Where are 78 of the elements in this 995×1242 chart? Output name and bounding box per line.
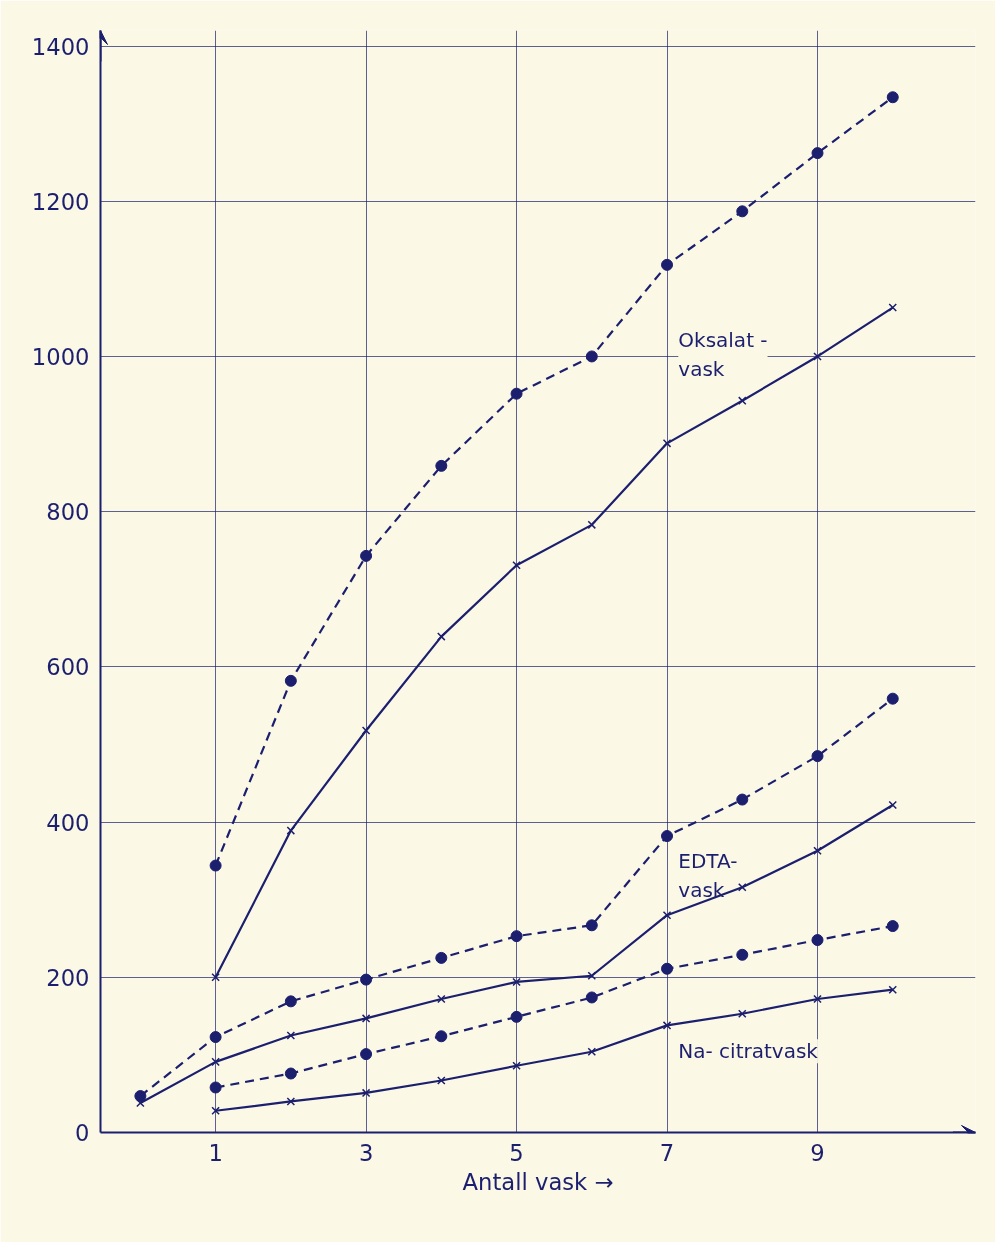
point — [661, 258, 674, 271]
point — [435, 459, 448, 472]
point — [813, 994, 822, 1004]
point — [736, 205, 749, 218]
point — [888, 985, 898, 994]
point — [662, 1021, 672, 1030]
point — [211, 1106, 220, 1116]
y-tick-label: 600 — [46, 654, 90, 681]
point — [813, 352, 822, 361]
point — [209, 1031, 222, 1044]
point — [360, 1048, 373, 1061]
point — [284, 1067, 297, 1080]
point — [587, 1047, 597, 1057]
point — [512, 977, 521, 987]
y-tick-label: 200 — [46, 964, 90, 991]
point — [510, 1010, 523, 1023]
point — [661, 962, 674, 975]
point — [360, 549, 373, 562]
point — [736, 793, 749, 806]
point — [361, 1014, 371, 1023]
point — [587, 520, 597, 530]
point — [435, 951, 448, 964]
point — [134, 1090, 147, 1103]
y-tick-label: 1200 — [31, 188, 90, 215]
point — [888, 303, 898, 312]
point — [361, 1088, 371, 1098]
x-tick-label: 5 — [509, 1139, 524, 1166]
point — [284, 995, 297, 1008]
point — [886, 692, 899, 705]
point — [361, 726, 371, 735]
point — [585, 350, 598, 363]
point — [510, 387, 523, 400]
annotation: Na- citratvask — [678, 1039, 819, 1064]
point — [737, 1009, 747, 1019]
point — [662, 439, 672, 448]
point — [886, 91, 899, 104]
x-tick-label: 3 — [358, 1139, 374, 1166]
point — [661, 830, 674, 843]
point — [512, 1061, 521, 1071]
annotation: Oksalat - vask — [678, 327, 768, 381]
point — [437, 632, 446, 641]
point — [811, 934, 824, 947]
x-axis-title: Antall vask → — [462, 1168, 614, 1195]
point — [587, 971, 597, 981]
x-tick-label: 1 — [208, 1139, 223, 1166]
point — [512, 560, 521, 570]
point — [435, 1030, 448, 1043]
point — [209, 1081, 222, 1094]
x-tick-label: 7 — [659, 1139, 675, 1166]
y-tick-label: 1000 — [31, 343, 90, 370]
point — [284, 674, 297, 687]
point — [286, 1097, 296, 1106]
point — [211, 973, 220, 982]
point — [811, 750, 824, 763]
point — [662, 910, 672, 920]
point — [286, 826, 296, 835]
x-tick-label: 9 — [810, 1139, 825, 1166]
y-tick-label: 1400 — [31, 33, 90, 60]
point — [360, 973, 373, 986]
point — [437, 994, 446, 1004]
point — [886, 920, 899, 933]
point — [811, 147, 824, 160]
point — [209, 859, 222, 872]
y-tick-label: 400 — [46, 809, 90, 836]
point — [585, 991, 598, 1004]
point — [813, 846, 822, 856]
point — [585, 919, 598, 932]
y-tick-label: 800 — [46, 499, 90, 526]
point — [211, 1057, 220, 1067]
point — [737, 396, 747, 405]
point — [737, 882, 747, 892]
point — [510, 930, 523, 943]
y-tick-label: 0 — [75, 1120, 90, 1146]
point — [437, 1076, 446, 1085]
point — [736, 948, 749, 961]
point — [286, 1031, 296, 1040]
point — [888, 800, 898, 810]
annotation: EDTA- vask — [678, 849, 738, 903]
